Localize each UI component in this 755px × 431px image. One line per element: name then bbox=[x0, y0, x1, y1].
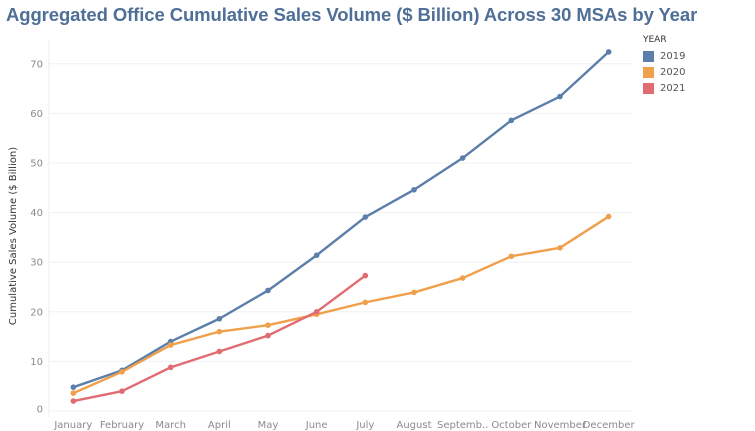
x-tick-label: November bbox=[534, 420, 587, 431]
data-point[interactable] bbox=[119, 388, 125, 394]
data-point[interactable] bbox=[119, 369, 125, 375]
x-tick-label: Septemb.. bbox=[437, 420, 488, 431]
chart-title: Aggregated Office Cumulative Sales Volum… bbox=[6, 4, 698, 25]
data-point[interactable] bbox=[265, 332, 271, 339]
legend-item-2020[interactable]: 2020 bbox=[643, 64, 685, 80]
x-tick-label: August bbox=[397, 420, 432, 431]
x-tick-label: December bbox=[583, 420, 636, 431]
legend-title: YEAR bbox=[643, 35, 667, 45]
series-line-2020 bbox=[72, 215, 610, 395]
data-point[interactable] bbox=[70, 384, 77, 390]
legend: YEAR 2019 2020 2021 bbox=[643, 35, 685, 96]
y-tick-label: 20 bbox=[30, 307, 43, 318]
data-point[interactable] bbox=[508, 253, 515, 260]
data-point[interactable] bbox=[605, 213, 612, 220]
data-point[interactable] bbox=[411, 186, 417, 193]
data-point[interactable] bbox=[70, 390, 77, 396]
legend-label: 2019 bbox=[660, 50, 686, 62]
legend-item-2021[interactable]: 2021 bbox=[643, 80, 685, 96]
x-tick-label: May bbox=[258, 420, 279, 431]
y-tick-label: 30 bbox=[30, 258, 43, 269]
gridlines bbox=[48, 40, 633, 417]
data-point[interactable] bbox=[362, 299, 369, 306]
x-tick-label: October bbox=[491, 420, 532, 431]
data-point[interactable] bbox=[362, 214, 369, 220]
legend-swatch bbox=[643, 66, 654, 78]
series-line-2019 bbox=[72, 51, 610, 389]
data-point[interactable] bbox=[411, 289, 417, 296]
series-line-2021 bbox=[73, 274, 367, 403]
y-tick-label: 0 bbox=[37, 405, 43, 416]
data-point[interactable] bbox=[313, 252, 320, 259]
data-point[interactable] bbox=[557, 245, 563, 251]
x-tick-label: July bbox=[355, 420, 374, 431]
data-point[interactable] bbox=[70, 398, 77, 404]
data-point[interactable] bbox=[459, 275, 466, 281]
y-tick-label: 10 bbox=[30, 357, 43, 368]
data-point[interactable] bbox=[605, 49, 612, 55]
y-axis-ticks: 0 10 20 30 40 50 60 70 bbox=[30, 59, 43, 415]
data-point[interactable] bbox=[216, 348, 223, 355]
x-tick-label: April bbox=[208, 420, 231, 431]
series-2020 bbox=[70, 213, 612, 396]
series-2019 bbox=[70, 49, 612, 390]
data-point[interactable] bbox=[216, 328, 223, 335]
y-axis-label: Cumulative Sales Volume ($ Billion) bbox=[8, 147, 19, 325]
legend-label: 2021 bbox=[660, 82, 686, 94]
data-point[interactable] bbox=[167, 342, 174, 348]
series-2021 bbox=[70, 272, 369, 404]
y-tick-label: 40 bbox=[30, 208, 43, 219]
data-point[interactable] bbox=[362, 272, 369, 279]
legend-label: 2020 bbox=[660, 66, 686, 78]
y-tick-label: 70 bbox=[30, 59, 43, 70]
data-point[interactable] bbox=[557, 93, 563, 100]
data-point[interactable] bbox=[508, 117, 515, 124]
data-point[interactable] bbox=[313, 309, 320, 315]
y-tick-label: 50 bbox=[30, 159, 43, 170]
data-point[interactable] bbox=[265, 287, 271, 294]
x-tick-label: June bbox=[305, 420, 328, 431]
y-tick-label: 60 bbox=[30, 109, 43, 120]
data-point[interactable] bbox=[459, 155, 466, 161]
series-lines bbox=[70, 49, 612, 404]
data-point[interactable] bbox=[167, 364, 174, 371]
data-point[interactable] bbox=[216, 315, 223, 322]
x-axis-ticks: January February March April May June July Augu… bbox=[53, 420, 635, 431]
legend-item-2019[interactable]: 2019 bbox=[643, 48, 685, 64]
x-tick-label: January bbox=[53, 420, 92, 431]
x-tick-label: February bbox=[100, 420, 144, 431]
data-point[interactable] bbox=[265, 322, 271, 328]
legend-swatch bbox=[643, 82, 654, 94]
x-tick-label: March bbox=[155, 420, 185, 431]
legend-swatch bbox=[643, 50, 654, 62]
